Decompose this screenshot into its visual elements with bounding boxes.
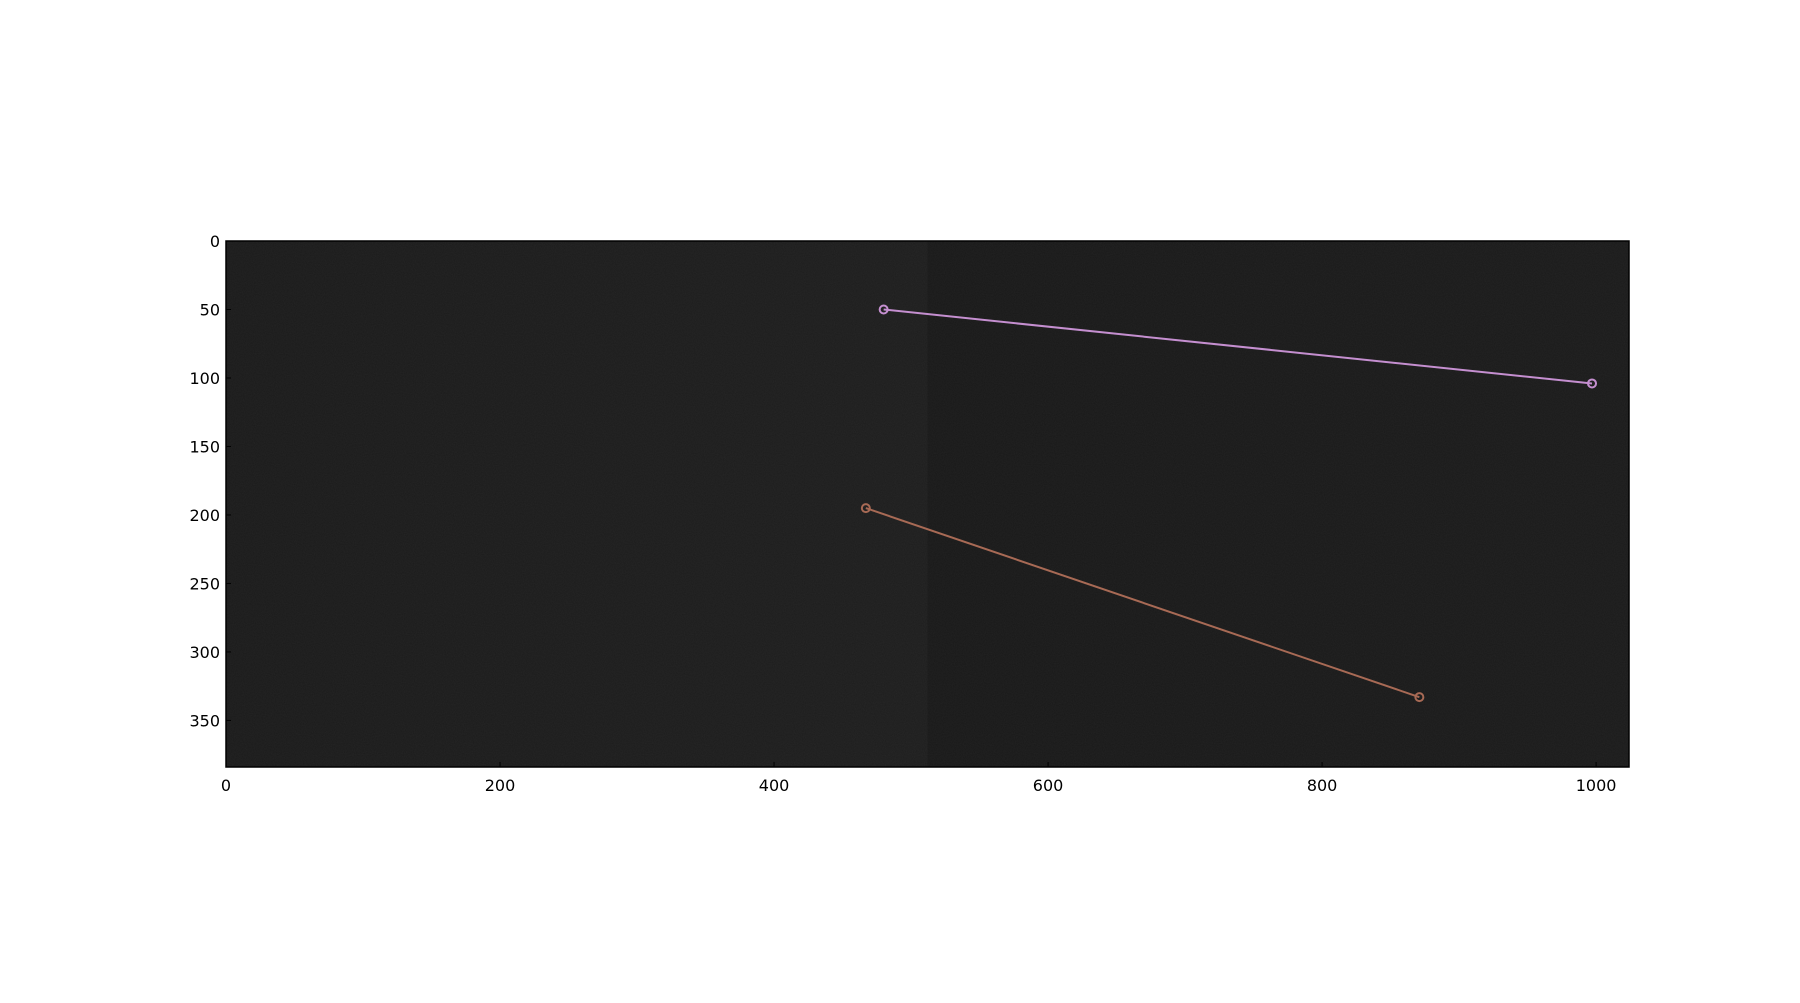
- y-tick-label: 350: [189, 711, 220, 730]
- x-tick-label: 600: [1033, 776, 1064, 795]
- keypoint-marker-2-1: [860, 503, 871, 514]
- keypoint-marker-2-2: [1414, 692, 1425, 703]
- x-axis-ticks: 0 200 400 600 800 1000: [221, 762, 1617, 795]
- y-axis-ticks: 0 50 100 150 200 250 300 350: [189, 232, 231, 730]
- y-tick-label: 0: [210, 232, 220, 251]
- keypoint-marker-1-1: [878, 304, 889, 315]
- y-tick-label: 150: [189, 437, 220, 456]
- image-panel: [225, 240, 1630, 768]
- y-tick-label: 300: [189, 643, 220, 662]
- y-tick-label: 200: [189, 506, 220, 525]
- y-tick-label: 50: [200, 300, 220, 319]
- axes-frame: [225, 240, 1630, 768]
- y-tick-label: 250: [189, 574, 220, 593]
- x-tick-label: 0: [221, 776, 231, 795]
- x-tick-label: 1000: [1576, 776, 1617, 795]
- x-tick-label: 200: [485, 776, 516, 795]
- match-line-2: [865, 507, 1420, 699]
- x-tick-label: 800: [1307, 776, 1338, 795]
- match-lines: [860, 304, 1598, 703]
- x-tick-label: 400: [759, 776, 790, 795]
- keypoint-marker-1-2: [1587, 378, 1598, 389]
- y-tick-label: 100: [189, 369, 220, 388]
- image-noise-texture: [226, 241, 1629, 767]
- match-line-1: [883, 308, 1593, 385]
